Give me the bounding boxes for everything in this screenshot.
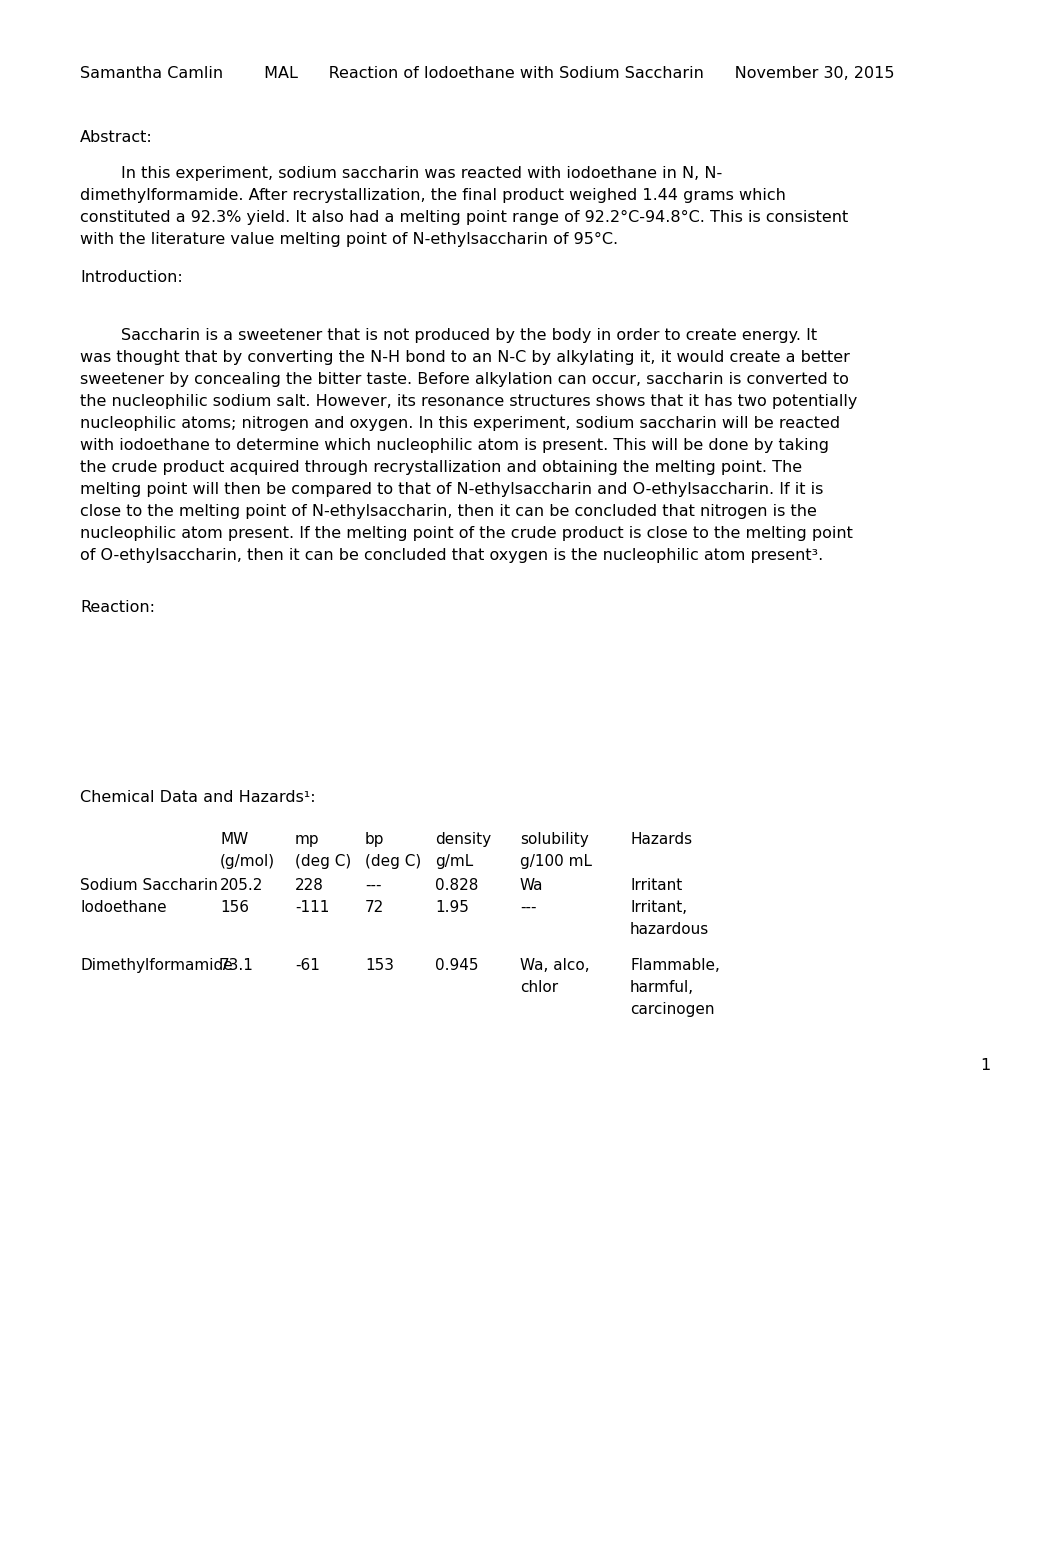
Text: g/mL: g/mL — [435, 854, 474, 868]
Text: hazardous: hazardous — [630, 923, 709, 937]
Text: g/100 mL: g/100 mL — [520, 854, 592, 868]
Text: mp: mp — [295, 832, 320, 846]
Text: ---: --- — [365, 878, 381, 893]
Text: chlor: chlor — [520, 980, 559, 994]
Text: melting point will then be compared to that of N-ethylsaccharin and O-ethylsacch: melting point will then be compared to t… — [80, 482, 823, 496]
Text: of O-ethylsaccharin, then it can be concluded that oxygen is the nucleophilic at: of O-ethylsaccharin, then it can be conc… — [80, 548, 823, 563]
Text: 73.1: 73.1 — [220, 958, 254, 972]
Text: 153: 153 — [365, 958, 394, 972]
Text: sweetener by concealing the bitter taste. Before alkylation can occur, saccharin: sweetener by concealing the bitter taste… — [80, 372, 849, 387]
Text: density: density — [435, 832, 491, 846]
Text: ---: --- — [520, 899, 536, 915]
Text: Reaction:: Reaction: — [80, 601, 155, 615]
Text: -111: -111 — [295, 899, 329, 915]
Text: nucleophilic atoms; nitrogen and oxygen. In this experiment, sodium saccharin wi: nucleophilic atoms; nitrogen and oxygen.… — [80, 415, 840, 431]
Text: Sodium Saccharin: Sodium Saccharin — [80, 878, 218, 893]
Text: (deg C): (deg C) — [295, 854, 352, 868]
Text: with the literature value melting point of N-ethylsaccharin of 95°C.: with the literature value melting point … — [80, 232, 618, 247]
Text: harmful,: harmful, — [630, 980, 695, 994]
Text: Irritant: Irritant — [630, 878, 682, 893]
Text: 1.95: 1.95 — [435, 899, 469, 915]
Text: Dimethylformamide: Dimethylformamide — [80, 958, 233, 972]
Text: Chemical Data and Hazards¹:: Chemical Data and Hazards¹: — [80, 790, 315, 804]
Text: Flammable,: Flammable, — [630, 958, 720, 972]
Text: 205.2: 205.2 — [220, 878, 263, 893]
Text: Wa, alco,: Wa, alco, — [520, 958, 589, 972]
Text: Abstract:: Abstract: — [80, 131, 153, 145]
Text: Introduction:: Introduction: — [80, 271, 183, 285]
Text: MW: MW — [220, 832, 249, 846]
Text: 1: 1 — [980, 1058, 990, 1074]
Text: 72: 72 — [365, 899, 384, 915]
Text: nucleophilic atom present. If the melting point of the crude product is close to: nucleophilic atom present. If the meltin… — [80, 526, 853, 541]
Text: In this experiment, sodium saccharin was reacted with iodoethane in N, N-: In this experiment, sodium saccharin was… — [80, 166, 722, 180]
Text: solubility: solubility — [520, 832, 588, 846]
Text: bp: bp — [365, 832, 384, 846]
Text: 0.828: 0.828 — [435, 878, 478, 893]
Text: the nucleophilic sodium salt. However, its resonance structures shows that it ha: the nucleophilic sodium salt. However, i… — [80, 394, 857, 409]
Text: (deg C): (deg C) — [365, 854, 422, 868]
Text: 0.945: 0.945 — [435, 958, 479, 972]
Text: Hazards: Hazards — [630, 832, 692, 846]
Text: Wa: Wa — [520, 878, 544, 893]
Text: Saccharin is a sweetener that is not produced by the body in order to create ene: Saccharin is a sweetener that is not pro… — [80, 328, 817, 342]
Text: -61: -61 — [295, 958, 320, 972]
Text: Iodoethane: Iodoethane — [80, 899, 167, 915]
Text: with iodoethane to determine which nucleophilic atom is present. This will be do: with iodoethane to determine which nucle… — [80, 437, 829, 453]
Text: the crude product acquired through recrystallization and obtaining the melting p: the crude product acquired through recry… — [80, 461, 802, 475]
Text: Samantha Camlin        MAL      Reaction of Iodoethane with Sodium Saccharin    : Samantha Camlin MAL Reaction of Iodoetha… — [80, 65, 894, 81]
Text: constituted a 92.3% yield. It also had a melting point range of 92.2°C-94.8°C. T: constituted a 92.3% yield. It also had a… — [80, 210, 849, 226]
Text: Irritant,: Irritant, — [630, 899, 687, 915]
Text: close to the melting point of N-ethylsaccharin, then it can be concluded that ni: close to the melting point of N-ethylsac… — [80, 504, 817, 520]
Text: (g/mol): (g/mol) — [220, 854, 275, 868]
Text: was thought that by converting the N-H bond to an N-C by alkylating it, it would: was thought that by converting the N-H b… — [80, 350, 850, 366]
Text: carcinogen: carcinogen — [630, 1002, 715, 1018]
Text: 228: 228 — [295, 878, 324, 893]
Text: 156: 156 — [220, 899, 249, 915]
Text: dimethylformamide. After recrystallization, the final product weighed 1.44 grams: dimethylformamide. After recrystallizati… — [80, 188, 786, 202]
